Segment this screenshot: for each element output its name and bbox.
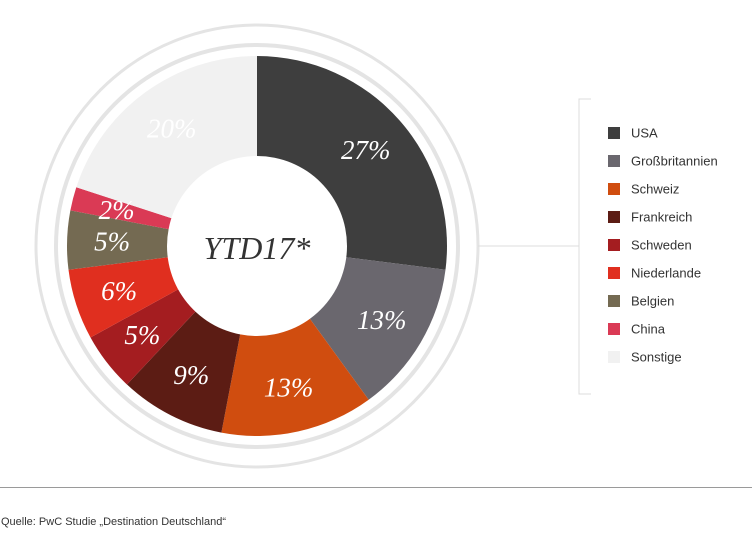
- legend-swatch-niederlande: [608, 267, 620, 279]
- slice-label-niederlande: 6%: [101, 276, 137, 306]
- slice-label-china: 2%: [99, 195, 135, 225]
- legend-label-frankreich: Frankreich: [631, 210, 692, 225]
- slice-label-belgien: 5%: [94, 226, 130, 256]
- legend-swatch-china: [608, 323, 620, 335]
- slice-label-grossbritannien: 13%: [357, 305, 407, 335]
- legend: USA Großbritannien Schweiz Frankreich Schwed…: [608, 126, 718, 365]
- slice-belgien: [67, 210, 257, 270]
- legend-swatch-grossbritannien: [608, 155, 620, 167]
- legend-label-china: China: [631, 322, 666, 337]
- legend-label-schweden: Schweden: [631, 238, 692, 253]
- slice-label-schweden: 5%: [124, 320, 160, 350]
- legend-swatch-frankreich: [608, 211, 620, 223]
- slice-label-usa: 27%: [341, 135, 391, 165]
- slice-label-sonstige: 20%: [147, 114, 197, 144]
- legend-label-schweiz: Schweiz: [631, 182, 679, 197]
- legend-swatch-schweden: [608, 239, 620, 251]
- legend-swatch-sonstige: [608, 351, 620, 363]
- donut-chart: 27%13%13%9%5%6%5%2%20% YTD17* USAGroßbri…: [34, 23, 718, 469]
- inner-ring: [54, 43, 460, 449]
- slice-labels: 27%13%13%9%5%6%5%2%20%: [94, 114, 406, 403]
- legend-swatch-usa: [608, 127, 620, 139]
- source-note: Quelle: PwC Studie „Destination Deutschl…: [1, 516, 227, 528]
- footer-divider: [0, 487, 752, 488]
- legend-swatch-belgien: [608, 295, 620, 307]
- center-label: YTD17*: [204, 230, 311, 266]
- legend-label-belgien: Belgien: [631, 294, 674, 309]
- legend-label-grossbritannien: Großbritannien: [631, 154, 718, 169]
- legend-label-niederlande: Niederlande: [631, 266, 701, 281]
- slice-label-frankreich: 9%: [173, 360, 209, 390]
- donut-hole: [167, 156, 347, 336]
- legend-label-sonstige: Sonstige: [631, 350, 682, 365]
- legend-label-usa: USA: [631, 126, 658, 141]
- legend-bracket: [578, 98, 591, 395]
- slice-label-schweiz: 13%: [264, 373, 314, 403]
- legend-swatch-schweiz: [608, 183, 620, 195]
